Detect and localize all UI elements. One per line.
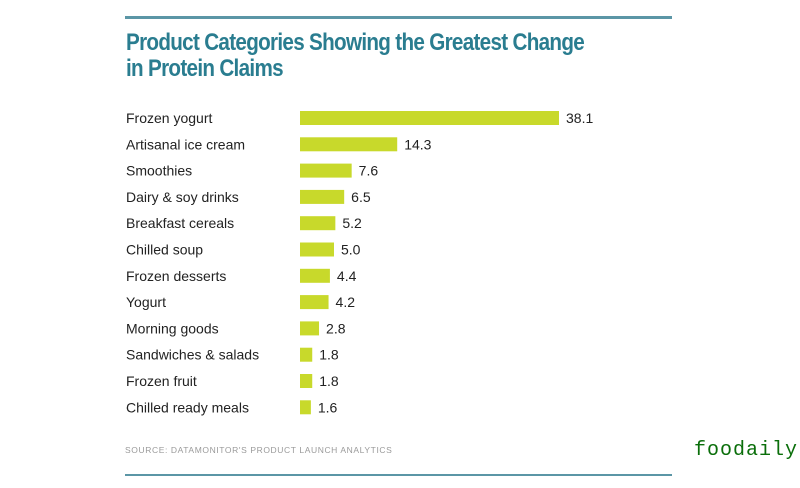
- value-label: 2.8: [326, 320, 346, 336]
- category-label: Frozen yogurt: [126, 110, 212, 126]
- bar: [300, 163, 352, 178]
- bar: [300, 111, 559, 125]
- value-label: 6.5: [351, 189, 371, 205]
- value-label: 1.6: [318, 399, 338, 415]
- bar: [300, 216, 336, 231]
- category-label: Dairy & soy drinks: [126, 189, 239, 205]
- bar-row: Chilled soup 5.0: [126, 242, 361, 258]
- value-label: 5.2: [342, 215, 362, 231]
- category-label: Frozen desserts: [126, 268, 226, 284]
- bar: [300, 189, 345, 204]
- category-label: Breakfast cereals: [126, 215, 234, 231]
- bar-row: Frozen desserts 4.4: [126, 268, 357, 284]
- bar: [300, 347, 313, 362]
- category-label: Smoothies: [126, 163, 192, 179]
- bar-row: Breakfast cereals 5.2: [126, 215, 362, 231]
- value-label: 38.1: [566, 110, 593, 126]
- category-label: Chilled soup: [126, 242, 203, 258]
- value-label: 7.6: [359, 163, 379, 179]
- top-rule: [125, 16, 672, 19]
- bar-row: Morning goods 2.8: [126, 320, 346, 336]
- category-label: Chilled ready meals: [126, 399, 249, 415]
- category-label: Yogurt: [126, 294, 166, 310]
- category-label: Artisanal ice cream: [126, 136, 245, 152]
- category-label: Frozen fruit: [126, 373, 197, 389]
- chart-title-line-2: in Protein Claims: [126, 55, 284, 82]
- value-label: 5.0: [341, 242, 361, 258]
- value-label: 4.4: [337, 268, 357, 284]
- value-label: 1.8: [319, 347, 339, 363]
- bottom-rule: [125, 474, 672, 476]
- bar: [300, 137, 398, 152]
- bar-row: Dairy & soy drinks 6.5: [126, 189, 371, 205]
- category-label: Sandwiches & salads: [126, 347, 259, 363]
- value-label: 14.3: [404, 136, 431, 152]
- bar: [300, 295, 329, 310]
- bar-row: Sandwiches & salads 1.8: [126, 347, 339, 363]
- category-label: Morning goods: [126, 320, 219, 336]
- bar-row: Frozen fruit 1.8: [126, 373, 339, 389]
- chart-title-line-1: Product Categories Showing the Greatest …: [126, 29, 585, 56]
- bar-row: Yogurt 4.2: [126, 294, 355, 310]
- source-note: SOURCE: DATAMONITOR'S PRODUCT LAUNCH ANA…: [125, 445, 393, 455]
- bar-row: Smoothies 7.6: [126, 163, 378, 179]
- bar-row: Frozen yogurt 38.1: [126, 110, 593, 126]
- bar-row: Chilled ready meals 1.6: [126, 399, 338, 415]
- bar: [300, 242, 334, 257]
- chart-title: Product Categories Showing the Greatest …: [126, 30, 642, 82]
- value-label: 4.2: [336, 294, 356, 310]
- bar: [300, 374, 313, 388]
- watermark: foodaily: [694, 439, 799, 462]
- bar: [300, 400, 311, 415]
- bar-row: Artisanal ice cream 14.3: [126, 136, 432, 152]
- bar: [300, 321, 320, 336]
- value-label: 1.8: [319, 373, 339, 389]
- bar: [300, 268, 330, 283]
